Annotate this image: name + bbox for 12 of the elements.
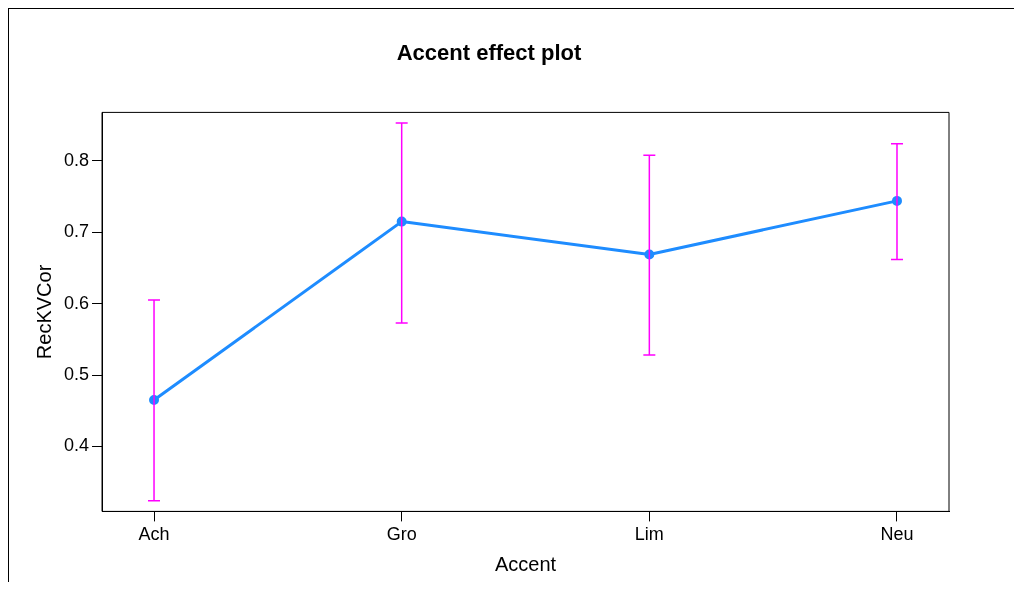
y-tick-label: 0.5 [63, 364, 90, 385]
x-tick-label: Ach [138, 524, 170, 545]
y-tick-label: 0.6 [63, 292, 90, 313]
y-axis-title: RecKVCor [32, 264, 55, 360]
y-tick-label: 0.8 [63, 149, 90, 170]
y-tick-label: 0.7 [63, 221, 90, 242]
x-tick-label: Lim [634, 524, 664, 545]
x-tick-label: Neu [880, 524, 914, 545]
y-tick-label: 0.4 [63, 435, 90, 456]
x-axis-title: Accent [494, 552, 557, 575]
x-tick-label: Gro [386, 524, 417, 545]
chart-title: Accent effect plot [396, 40, 582, 66]
